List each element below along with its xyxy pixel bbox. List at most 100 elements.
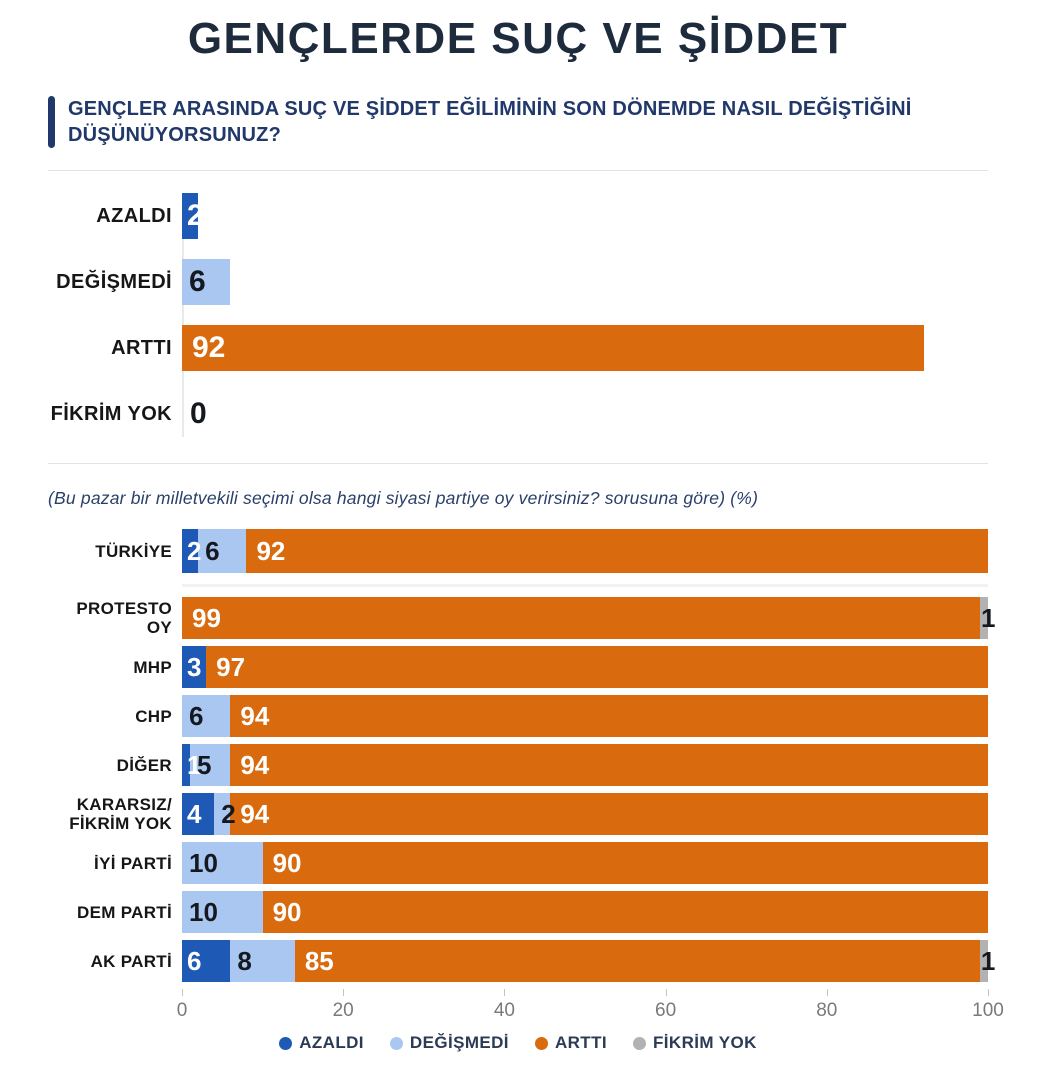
x-axis-rail: 0 20 40 60 80 100 xyxy=(177,989,1004,1025)
category-label: DEĞİŞMEDİ xyxy=(56,270,172,293)
question-block: GENÇLER ARASINDA SUÇ VE ŞİDDET EĞİLİMİNİ… xyxy=(48,96,988,148)
bar-row: MHP 3 97 xyxy=(48,646,988,688)
bar-area: 99 1 xyxy=(182,597,995,639)
category-label: KARARSIZ/ FİKRİM YOK xyxy=(69,795,172,833)
category-label: ARTTI xyxy=(111,336,172,359)
category-label: DEM PARTİ xyxy=(77,902,172,922)
value-label: 1 xyxy=(187,749,202,780)
axis-tick xyxy=(988,989,989,996)
bar-segment-artti: 85 xyxy=(294,940,980,982)
bar-area: 6 xyxy=(182,259,988,305)
bar-segment-azaldi: 3 xyxy=(182,646,207,688)
value-label: 6 xyxy=(189,265,206,298)
value-label: 90 xyxy=(272,847,302,878)
bar-segment-degismedi: 6 xyxy=(198,529,247,573)
value-label: 2 xyxy=(221,798,236,829)
legend-item: ARTTI xyxy=(534,1033,607,1053)
value-label: 3 xyxy=(187,651,202,682)
bar-segment-degismedi: 6 xyxy=(182,695,231,737)
legend-label: AZALDI xyxy=(299,1033,364,1052)
bar-row: AZALDI 2 xyxy=(48,193,988,239)
value-label: 8 xyxy=(237,945,252,976)
value-label: 4 xyxy=(187,798,202,829)
bar-area: 3 97 xyxy=(182,646,988,688)
value-label: 92 xyxy=(192,331,226,364)
bar-area: 10 90 xyxy=(182,891,988,933)
value-label: 85 xyxy=(304,945,334,976)
value-label: 94 xyxy=(240,798,270,829)
value-label: 1 xyxy=(980,602,996,633)
bar-row: AK PARTİ 6 8 85 1 xyxy=(48,940,995,982)
category-label: İYİ PARTİ xyxy=(94,853,172,873)
bar-row: DİĞER 1 5 94 xyxy=(48,744,988,786)
section-divider-middle xyxy=(48,463,988,464)
chart1-axis-line xyxy=(182,193,184,437)
azaldi-legend-dot-icon xyxy=(279,1036,293,1050)
bar-segment-azaldi: 2 xyxy=(182,193,204,239)
value-label: 92 xyxy=(256,535,286,566)
bar-row: KARARSIZ/ FİKRİM YOK 4 2 94 xyxy=(48,793,988,835)
bar-area: 92 xyxy=(182,325,988,371)
artti-legend-dot-icon xyxy=(534,1036,548,1050)
bar-row: CHP 6 94 xyxy=(48,695,988,737)
bar-row: TÜRKİYE 2 6 92 xyxy=(48,529,988,573)
x-axis: 0 20 40 60 80 100 xyxy=(48,989,1004,1025)
category-label: FİKRİM YOK xyxy=(50,402,172,425)
legend-item: AZALDI xyxy=(279,1033,364,1053)
category-label: AK PARTİ xyxy=(90,951,172,971)
value-label: 97 xyxy=(216,651,246,682)
axis-tick-label: 0 xyxy=(176,1000,188,1021)
x-axis-spacer xyxy=(48,989,182,1025)
category-label: DİĞER xyxy=(116,755,172,775)
bar-segment-azaldi: 2 xyxy=(182,529,202,573)
bar-row: DEM PARTİ 10 90 xyxy=(48,891,988,933)
bar-segment-azaldi: 1 xyxy=(182,744,201,786)
bar-segment-artti: 90 xyxy=(262,891,988,933)
note-text: (Bu pazar bir milletvekili seçimi olsa h… xyxy=(48,488,759,508)
value-label: 10 xyxy=(189,847,218,878)
bar-segment-artti: 92 xyxy=(246,529,988,573)
axis-tick-label: 100 xyxy=(972,1000,1004,1021)
axis-tick xyxy=(826,989,828,996)
overall-bar-chart: AZALDI 2 DEĞİŞMEDİ 6 ARTTI 92 FİKRİM YOK 0 xyxy=(48,193,988,437)
page-title: GENÇLERDE SUÇ VE ŞİDDET xyxy=(187,14,849,63)
axis-tick xyxy=(665,989,667,996)
bar-row: FİKRİM YOK 0 xyxy=(48,391,988,437)
bar-segment-artti: 90 xyxy=(262,842,988,884)
value-label: 1 xyxy=(980,945,996,976)
bar-area: 2 xyxy=(182,193,988,239)
bar-area: 2 6 92 xyxy=(182,529,988,573)
bar-area: 6 8 85 1 xyxy=(182,940,995,982)
value-label: 5 xyxy=(197,749,212,780)
value-label: 0 xyxy=(190,397,207,430)
legend-label: ARTTI xyxy=(554,1033,607,1052)
bar-segment-azaldi: 4 xyxy=(182,793,215,835)
value-label: 2 xyxy=(187,199,204,232)
infographic: GENÇLERDE SUÇ VE ŞİDDET GENÇLER ARASINDA… xyxy=(48,14,1004,1053)
category-label: MHP xyxy=(133,657,172,677)
question-accent-bar xyxy=(48,96,55,148)
value-label: 94 xyxy=(240,749,270,780)
axis-tick-label: 20 xyxy=(332,1000,354,1021)
bar-row: ARTTI 92 xyxy=(48,325,988,371)
bar-area: 4 2 94 xyxy=(182,793,988,835)
bar-row: PROTESTO OY 99 1 xyxy=(48,597,995,639)
bar-segment-artti: 97 xyxy=(206,646,988,688)
category-label: CHP xyxy=(135,706,172,726)
bar-segment-degismedi: 6 xyxy=(182,259,231,305)
value-label: 2 xyxy=(187,535,202,566)
axis-tick xyxy=(182,989,183,996)
bar-segment-artti: 94 xyxy=(230,793,988,835)
value-label: 6 xyxy=(187,945,202,976)
question-text: GENÇLER ARASINDA SUÇ VE ŞİDDET EĞİLİMİNİ… xyxy=(68,98,912,146)
bar-segment-degismedi: 10 xyxy=(182,842,263,884)
value-label: 99 xyxy=(192,602,221,633)
bar-area: 6 94 xyxy=(182,695,988,737)
bar-row: İYİ PARTİ 10 90 xyxy=(48,842,988,884)
legend-label: FİKRİM YOK xyxy=(652,1033,757,1052)
bar-segment-artti: 94 xyxy=(230,744,988,786)
category-label: PROTESTO OY xyxy=(76,599,172,637)
bar-area: 1 5 94 xyxy=(182,744,988,786)
bar-segment-degismedi: 5 xyxy=(190,744,231,786)
axis-tick xyxy=(504,989,506,996)
